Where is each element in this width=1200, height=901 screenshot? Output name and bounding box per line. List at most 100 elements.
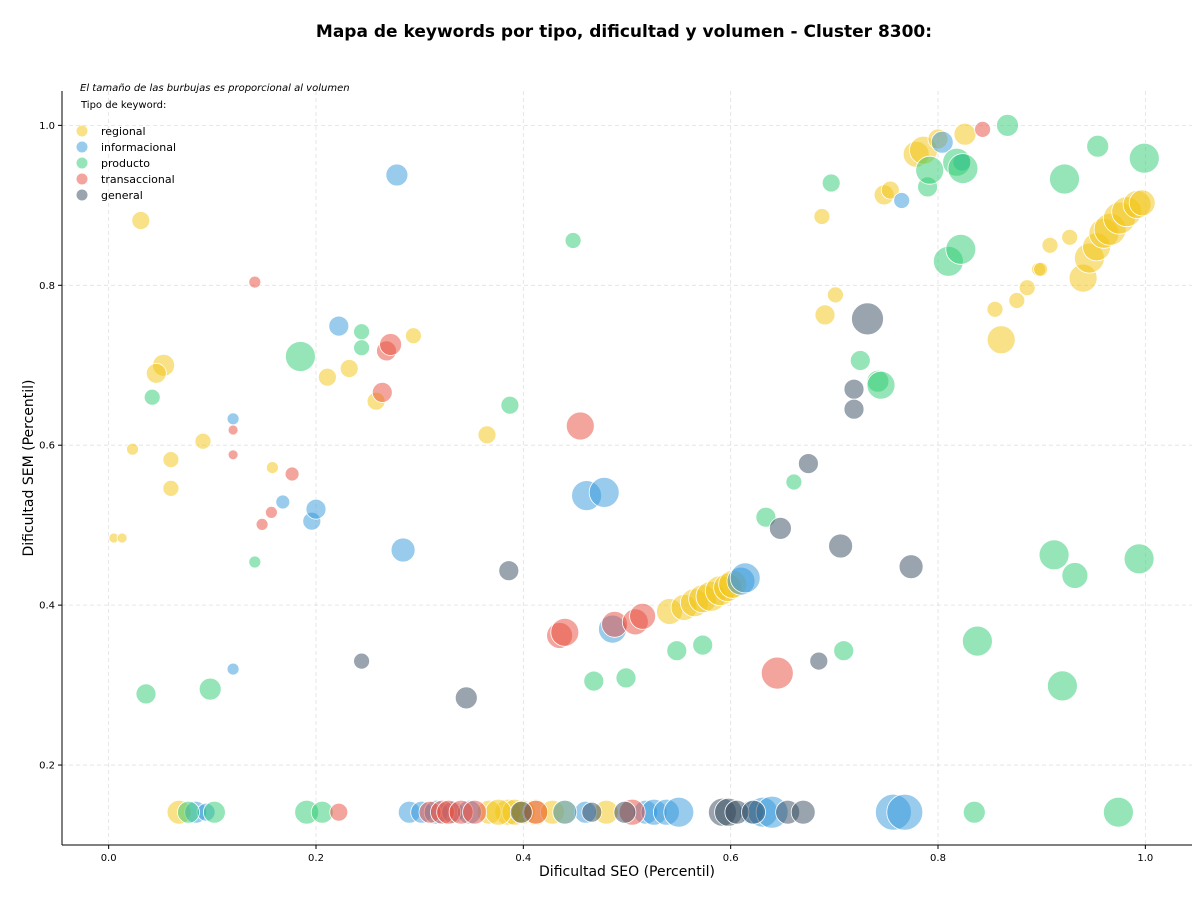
bubble-producto (564, 232, 582, 249)
bubble-transaccional (974, 120, 991, 138)
bubble-producto (143, 388, 161, 406)
chart-title: Mapa de keywords por tipo, dificultad y … (316, 22, 932, 42)
bubble-regional (131, 211, 151, 230)
bubble-informacional (588, 476, 620, 508)
bubble-informacional (328, 315, 350, 337)
bubble-general (809, 651, 829, 671)
bubble-regional (145, 362, 167, 384)
bubble-regional (813, 208, 831, 225)
y-tick-label: 0.6 (39, 441, 55, 452)
size-note: El tamaño de las burbujas es proporciona… (80, 83, 350, 94)
bubble-general (581, 801, 603, 823)
bubble-producto (866, 370, 896, 400)
y-tick-label: 0.8 (39, 281, 55, 292)
bubble-informacional (552, 799, 578, 825)
bubble-producto (1047, 670, 1078, 702)
bubble-producto (1086, 134, 1110, 158)
legend-label-general: general (101, 189, 143, 202)
bubble-regional (986, 300, 1004, 318)
bubble-producto (785, 473, 803, 491)
bubble-producto (284, 341, 316, 372)
bubble-general (741, 799, 766, 825)
bubble-general (843, 378, 865, 400)
bubble-transaccional (565, 411, 595, 441)
bubble-producto (1061, 562, 1089, 589)
bubble-producto (248, 555, 262, 569)
bubble-producto (915, 155, 945, 185)
x-tick-label: 0.8 (930, 853, 946, 864)
bubble-producto (666, 640, 688, 662)
bubble-general (828, 533, 853, 559)
bubble-informacional (275, 494, 291, 510)
bubble-producto (962, 800, 986, 824)
legend-marker-producto (76, 157, 88, 169)
bubble-transaccional (255, 518, 269, 531)
legend-marker-general (76, 189, 88, 201)
bubble-producto (353, 323, 371, 341)
bubble-regional (126, 442, 139, 456)
y-tick-label: 0.2 (39, 761, 55, 772)
bubble-transaccional (550, 617, 580, 647)
bubble-transaccional (329, 802, 349, 822)
bubble-producto (202, 800, 226, 824)
bubble-general (769, 517, 792, 540)
legend-label-informacional: informacional (101, 141, 176, 154)
bubble-producto (177, 800, 200, 824)
x-tick-label: 0.6 (723, 853, 739, 864)
bubble-producto (1049, 163, 1080, 195)
bubble-transaccional (760, 656, 794, 690)
bubble-transaccional (227, 424, 239, 436)
x-tick-label: 0.0 (101, 853, 117, 864)
bubble-producto (849, 350, 871, 371)
bubble-producto (945, 233, 977, 265)
bubble-general (790, 799, 816, 825)
bubble-regional (162, 451, 180, 469)
bubble-regional (265, 461, 279, 475)
legend-label-producto: producto (101, 157, 150, 170)
bubble-producto (1103, 796, 1134, 828)
bubble-informacional (385, 163, 409, 187)
bubble-general (898, 554, 924, 580)
bubble-transaccional (379, 333, 403, 356)
bubble-producto (1128, 142, 1160, 174)
bubble-regional (1041, 236, 1059, 254)
bubble-regional (827, 286, 844, 304)
bubble-regional (1008, 292, 1026, 309)
bubble-producto (821, 173, 841, 193)
bubble-informacional (226, 412, 240, 426)
bubble-transaccional (462, 799, 488, 825)
bubble-informacional (663, 796, 695, 828)
bubble-producto (353, 339, 371, 357)
legend: regional informacional producto transaccion… (76, 125, 176, 202)
bubble-producto (1123, 543, 1155, 575)
bubble-transaccional (629, 602, 656, 630)
y-tick-label: 1.0 (39, 121, 55, 132)
bubble-general (353, 652, 371, 670)
legend-marker-informacional (76, 141, 88, 153)
bubble-regional (880, 180, 900, 200)
bubble-general (851, 302, 884, 336)
bubble-general (509, 800, 533, 824)
bubble-regional (953, 122, 977, 146)
bubble-regional (814, 304, 836, 326)
points-layer (108, 114, 1160, 831)
legend-marker-regional (76, 125, 88, 137)
grid-layer (62, 91, 1192, 845)
bubble-regional (477, 425, 497, 445)
bubble-producto (198, 677, 222, 701)
bubble-regional (116, 532, 128, 544)
y-tick-label: 0.4 (39, 601, 55, 612)
bubble-producto (833, 640, 855, 662)
bubble-general (454, 686, 478, 710)
bubble-informacional (729, 562, 761, 594)
bubble-regional (1033, 261, 1048, 277)
bubble-producto (1038, 539, 1070, 571)
bubble-regional (317, 367, 337, 387)
legend-title: Tipo de keyword: (80, 100, 166, 111)
x-tick-label: 0.2 (308, 853, 324, 864)
bubble-producto (615, 667, 637, 689)
bubble-producto (692, 634, 714, 656)
bubble-producto (500, 395, 520, 415)
